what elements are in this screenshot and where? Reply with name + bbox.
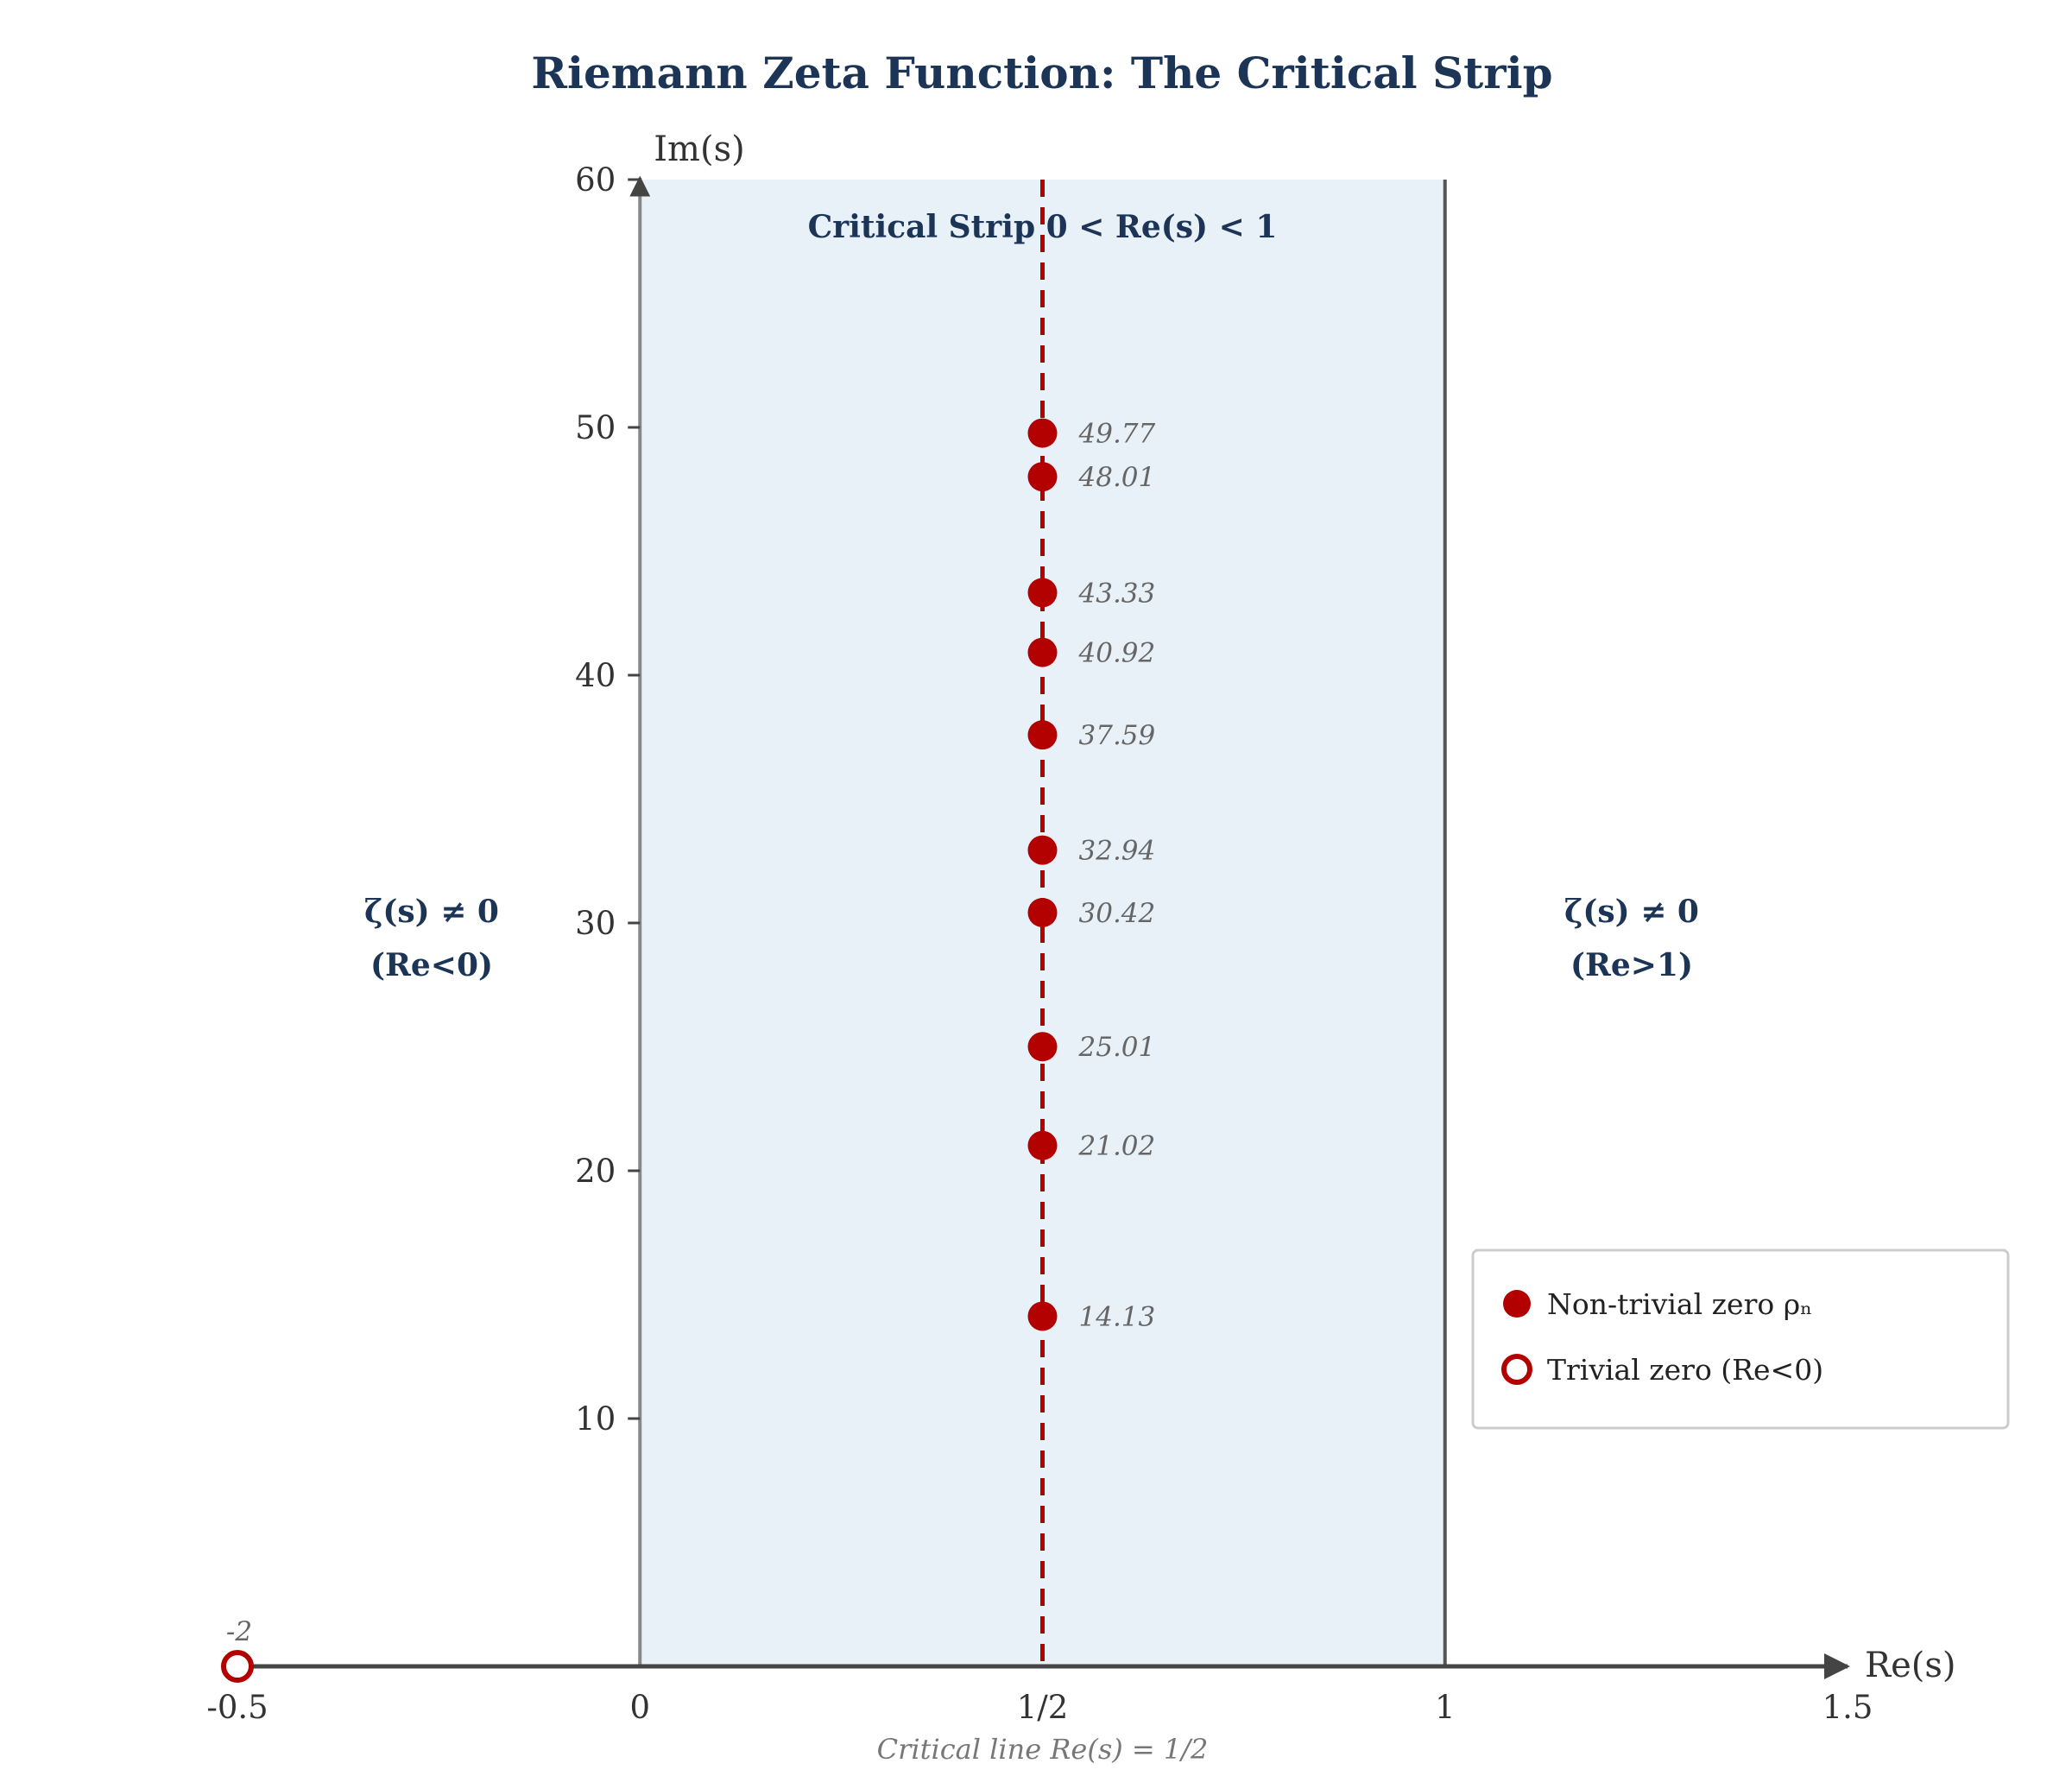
critical-strip-label: Critical Strip 0 < Re(s) < 1 <box>808 209 1278 245</box>
nontrivial-zero-point <box>1027 897 1058 927</box>
x-tick-label: 1 <box>1435 1689 1456 1726</box>
zero-value-label: 48.01 <box>1078 462 1156 493</box>
nontrivial-zero-point <box>1027 1032 1058 1062</box>
legend-box <box>1471 1248 2010 1430</box>
nontrivial-zero-point <box>1027 720 1058 750</box>
nontrivial-zero-point <box>1027 835 1058 865</box>
y-tick-label: 40 <box>575 657 616 694</box>
zero-value-label: 43.33 <box>1078 578 1156 609</box>
nontrivial-zero-point <box>1027 637 1058 667</box>
left-region-line1: ζ(s) ≠ 0 <box>364 894 499 930</box>
y-tick-label: 20 <box>575 1153 616 1190</box>
right-region-line1: ζ(s) ≠ 0 <box>1564 894 1699 930</box>
y-tick-label: 60 <box>575 161 616 199</box>
x-tick-label: 1/2 <box>1017 1689 1069 1726</box>
trivial-zero-point <box>221 1650 254 1683</box>
y-tick-label: 30 <box>575 905 616 942</box>
legend-nontrivial-label: Non-trivial zero ρₙ <box>1547 1287 1812 1321</box>
nontrivial-zero-point <box>1027 462 1058 492</box>
zero-value-label: 37.59 <box>1079 720 1156 751</box>
nontrivial-zero-point <box>1027 578 1058 608</box>
zero-value-label: 14.13 <box>1079 1301 1156 1332</box>
legend-trivial-marker <box>1501 1354 1532 1385</box>
zero-value-label: 32.94 <box>1079 836 1156 867</box>
critical-line-caption: Critical line Re(s) = 1/2 <box>877 1733 1209 1766</box>
trivial-zero-label: -2 <box>226 1616 252 1647</box>
x-tick-label: 0 <box>629 1689 650 1726</box>
y-tick-label: 10 <box>575 1400 616 1438</box>
right-region-line2: (Re>1) <box>1570 947 1693 983</box>
legend: Non-trivial zero ρₙ Trivial zero (Re<0) <box>1471 1248 2010 1430</box>
y-axis-label: Im(s) <box>654 130 744 169</box>
chart-title: Riemann Zeta Function: The Critical Stri… <box>531 47 1552 98</box>
zero-value-label: 21.02 <box>1078 1131 1156 1162</box>
legend-trivial-label: Trivial zero (Re<0) <box>1547 1353 1823 1387</box>
x-axis-label: Re(s) <box>1865 1646 1956 1685</box>
zero-value-label: 40.92 <box>1078 638 1156 669</box>
zero-value-label: 49.77 <box>1078 419 1156 450</box>
x-tick-label: 1.5 <box>1822 1689 1873 1726</box>
zero-value-label: 30.42 <box>1079 898 1156 929</box>
nontrivial-zero-point <box>1027 1301 1058 1331</box>
legend-nontrivial-marker <box>1503 1290 1531 1318</box>
x-tick-label: -0.5 <box>206 1689 268 1726</box>
y-tick-label: 50 <box>575 409 616 446</box>
nontrivial-zero-point <box>1027 1130 1058 1160</box>
zero-value-label: 25.01 <box>1078 1032 1156 1063</box>
left-region-line2: (Re<0) <box>370 947 493 983</box>
nontrivial-zero-point <box>1027 418 1058 448</box>
